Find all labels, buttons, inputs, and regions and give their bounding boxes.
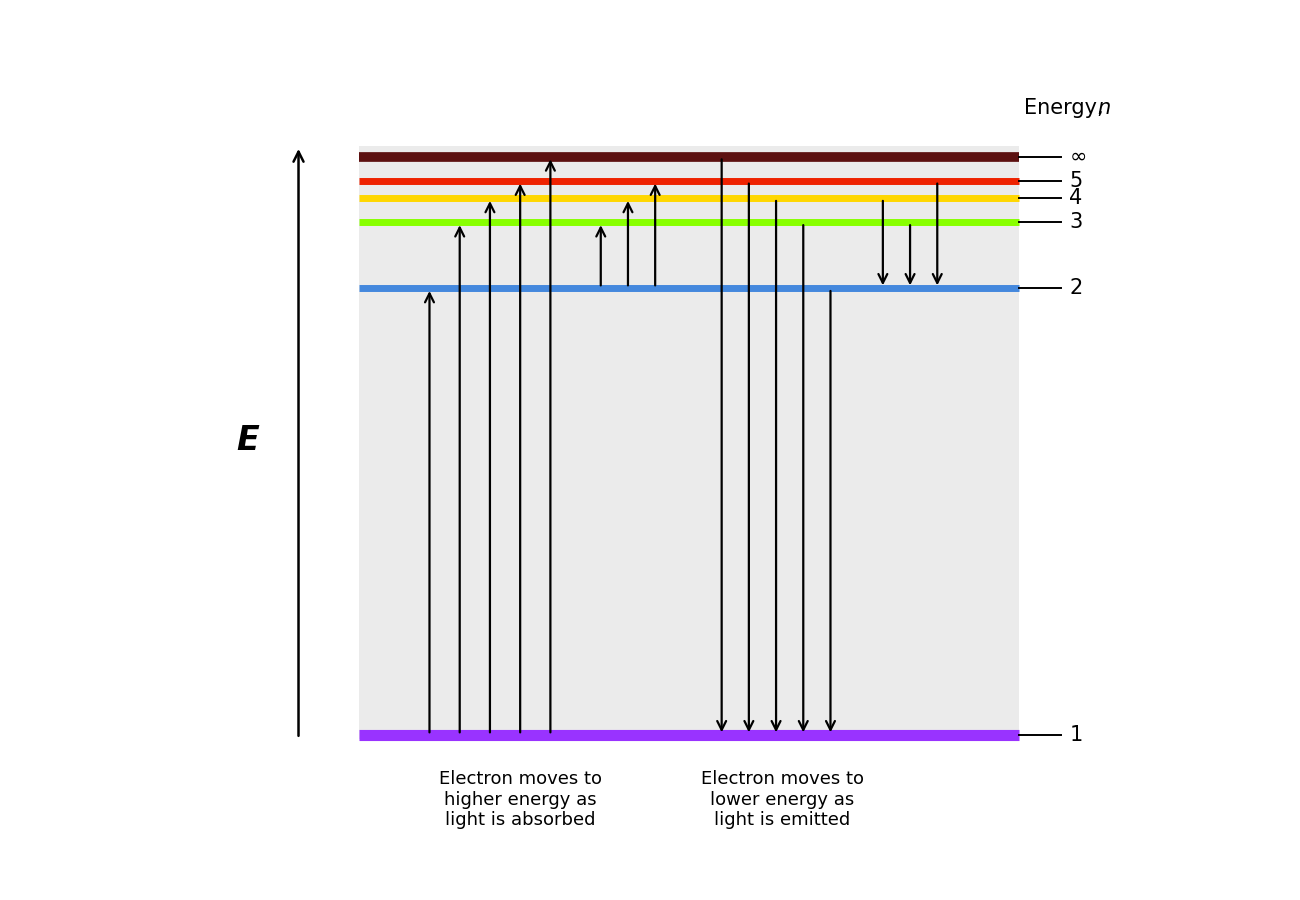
Text: ∞: ∞ — [1069, 147, 1087, 166]
Text: 1: 1 — [1069, 725, 1083, 745]
Text: Energy,: Energy, — [1024, 98, 1110, 119]
Text: 5: 5 — [1069, 171, 1083, 191]
Text: 2: 2 — [1069, 278, 1083, 298]
Bar — [359, 146, 1019, 739]
Text: Electron moves to
lower energy as
light is emitted: Electron moves to lower energy as light … — [701, 770, 863, 830]
Text: E: E — [237, 424, 260, 457]
Text: 4: 4 — [1069, 188, 1083, 208]
Text: n: n — [1097, 98, 1110, 119]
Text: Electron moves to
higher energy as
light is absorbed: Electron moves to higher energy as light… — [438, 770, 602, 830]
Text: 3: 3 — [1069, 212, 1083, 232]
